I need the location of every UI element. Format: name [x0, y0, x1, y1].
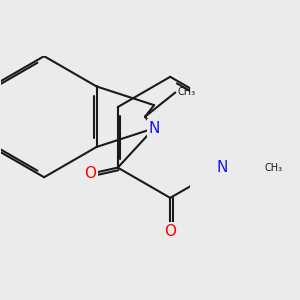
Text: N: N — [217, 160, 228, 175]
Text: O: O — [85, 166, 97, 181]
Text: N: N — [148, 121, 160, 136]
Text: CH₃: CH₃ — [178, 88, 196, 98]
Text: O: O — [164, 224, 176, 239]
Text: CH₃: CH₃ — [264, 163, 283, 172]
